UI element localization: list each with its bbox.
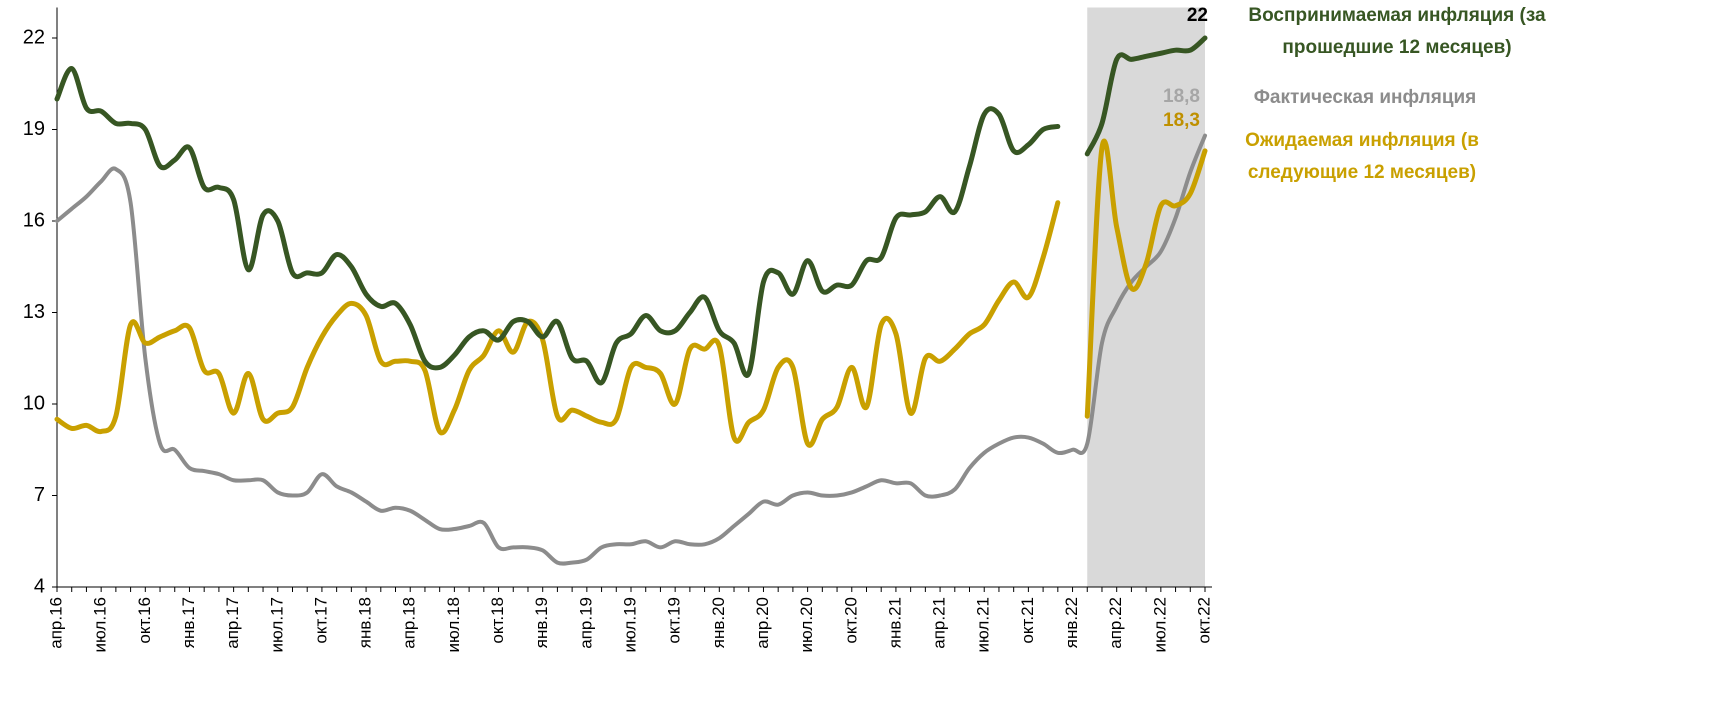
x-tick-label: апр.19 bbox=[576, 597, 595, 649]
y-tick-label: 7 bbox=[34, 484, 45, 506]
x-tick-label: июл.21 bbox=[974, 597, 993, 652]
x-tick-label: окт.17 bbox=[311, 597, 330, 644]
x-tick-label: апр.17 bbox=[223, 597, 242, 649]
x-tick-label: апр.21 bbox=[930, 597, 949, 649]
y-tick-label: 10 bbox=[23, 392, 45, 414]
x-tick-label: окт.20 bbox=[841, 597, 860, 644]
x-tick-label: окт.19 bbox=[665, 597, 684, 644]
x-tick-label: июл.19 bbox=[620, 597, 639, 652]
x-tick-label: апр.16 bbox=[46, 597, 65, 649]
legend-entry: Воспринимаемая инфляция (за прошедшие 12… bbox=[1248, 5, 1546, 58]
x-tick-label: окт.21 bbox=[1018, 597, 1037, 644]
y-tick-label: 19 bbox=[23, 118, 45, 140]
x-tick-label: янв.20 bbox=[709, 597, 728, 648]
x-tick-label: июл.22 bbox=[1150, 597, 1169, 652]
series-line bbox=[54, 35, 1208, 386]
data-label: 18,3 bbox=[1163, 110, 1200, 131]
y-tick-label: 16 bbox=[23, 209, 45, 231]
y-tick-label: 22 bbox=[23, 26, 45, 48]
x-tick-label: июл.20 bbox=[797, 597, 816, 652]
x-tick-label: янв.18 bbox=[356, 597, 375, 648]
x-tick-label: апр.20 bbox=[753, 597, 772, 649]
x-tick-label: янв.19 bbox=[532, 597, 551, 648]
x-tick-label: янв.22 bbox=[1062, 597, 1081, 648]
series-line bbox=[54, 138, 1208, 448]
x-tick-label: окт.22 bbox=[1194, 597, 1213, 644]
legend-entry: Ожидаемая инфляция (в следующие 12 месяц… bbox=[1245, 130, 1479, 183]
y-tick-label: 13 bbox=[23, 301, 45, 323]
x-tick-label: апр.18 bbox=[400, 597, 419, 649]
x-tick-label: янв.21 bbox=[885, 597, 904, 648]
data-label: 22 bbox=[1187, 5, 1208, 26]
data-label: 18,8 bbox=[1163, 86, 1200, 107]
x-tick-label: окт.18 bbox=[488, 597, 507, 644]
x-tick-label: окт.16 bbox=[135, 597, 154, 644]
x-tick-label: апр.22 bbox=[1106, 597, 1125, 649]
legend-entry: Фактическая инфляция bbox=[1253, 87, 1477, 108]
series-line bbox=[55, 133, 1207, 566]
x-tick-label: июл.17 bbox=[267, 597, 286, 652]
y-tick-label: 4 bbox=[34, 575, 45, 597]
x-tick-label: янв.17 bbox=[179, 597, 198, 648]
x-tick-label: июл.16 bbox=[91, 597, 110, 652]
x-tick-label: июл.18 bbox=[444, 597, 463, 652]
